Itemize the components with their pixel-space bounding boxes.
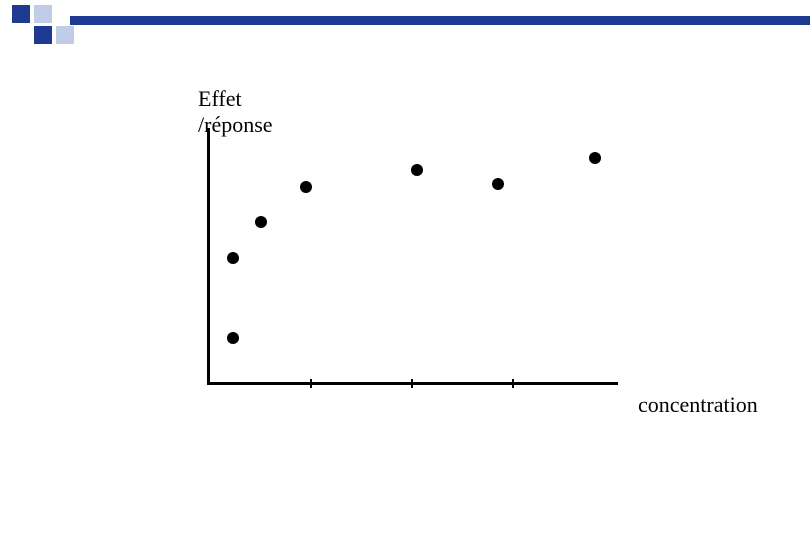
x-tick <box>411 379 413 388</box>
header-square-3 <box>56 26 74 44</box>
header-decoration <box>0 0 810 40</box>
x-axis-label: concentration <box>638 392 758 418</box>
header-square-2 <box>34 26 52 44</box>
data-point <box>227 252 239 264</box>
data-point <box>589 152 601 164</box>
header-bar <box>70 16 810 25</box>
x-tick <box>512 379 514 388</box>
x-tick <box>310 379 312 388</box>
header-square-1 <box>34 5 52 23</box>
data-point <box>255 216 267 228</box>
header-square-0 <box>12 5 30 23</box>
y-axis-line <box>207 128 210 385</box>
data-point <box>411 164 423 176</box>
data-point <box>300 181 312 193</box>
data-point <box>492 178 504 190</box>
data-point <box>227 332 239 344</box>
